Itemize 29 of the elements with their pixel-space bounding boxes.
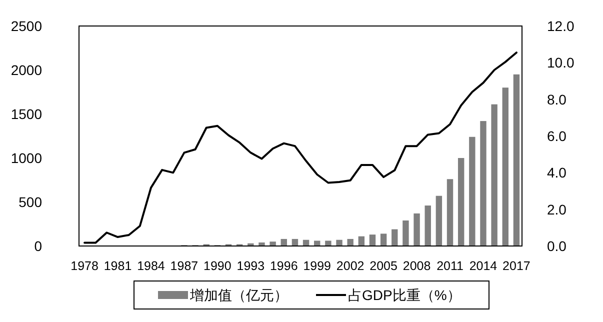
y2-tick-label: 6.0: [547, 128, 567, 144]
x-tick-label: 2005: [370, 259, 398, 273]
x-tick-label: 1987: [170, 259, 198, 273]
y-tick-label: 0: [34, 238, 42, 254]
y2-tick-label: 10.0: [547, 54, 574, 71]
y2-tick-label: 0.0: [547, 238, 567, 254]
y-tick-label: 1500: [10, 106, 42, 122]
y-tick-label: 2000: [10, 62, 42, 78]
y-tick-label: 500: [18, 194, 42, 210]
y-tick-label: 2500: [10, 18, 42, 34]
y2-tick-label: 2.0: [547, 201, 567, 218]
x-tick-label: 2002: [336, 259, 364, 273]
x-tick-label: 2017: [502, 259, 530, 273]
x-tick-label: 2014: [469, 259, 498, 273]
y2-tick-label: 4.0: [547, 164, 567, 181]
x-tick-label: 1993: [236, 259, 265, 273]
legend-label: 增加值（亿元）: [189, 287, 288, 303]
y-tick-label: 1000: [10, 150, 42, 166]
legend-label: 占GDP比重（%）: [348, 287, 461, 303]
x-tick-label: 2011: [436, 259, 464, 273]
y2-tick-label: 12.0: [547, 18, 574, 34]
x-tick-label: 1978: [70, 259, 98, 273]
x-tick-label: 1981: [104, 259, 132, 273]
x-tick-label: 1996: [270, 259, 298, 273]
x-tick-label: 1984: [137, 259, 165, 273]
x-tick-label: 1990: [204, 259, 232, 273]
x-tick-label: 2008: [402, 259, 431, 273]
y2-tick-label: 8.0: [547, 91, 567, 108]
x-tick-label: 1999: [303, 259, 332, 273]
